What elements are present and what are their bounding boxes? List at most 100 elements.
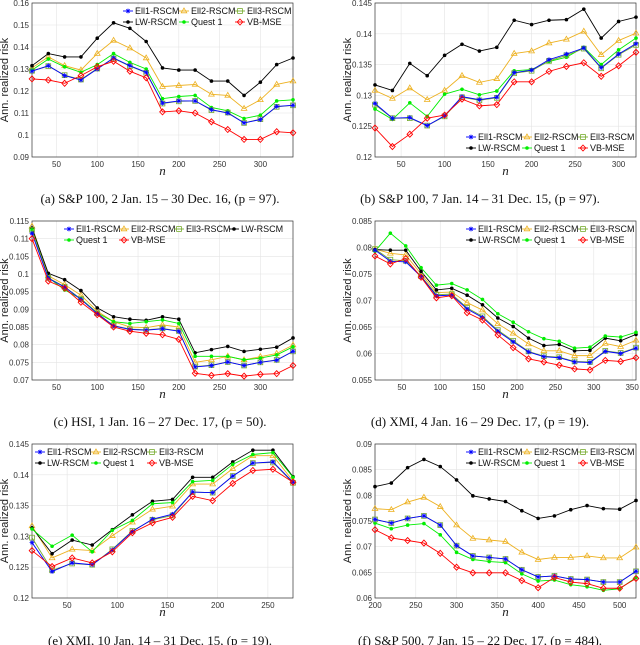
marker-diamond <box>371 252 379 260</box>
series-ell2-rscm <box>371 27 640 102</box>
marker-dot <box>225 344 230 349</box>
marker-dot <box>434 283 439 287</box>
legend-item: Ell2-RSCM <box>119 224 176 234</box>
marker-triangle <box>240 104 248 111</box>
legend-label: VB-MSE <box>590 235 625 245</box>
marker-diamond <box>571 365 579 373</box>
marker-diamond <box>229 479 237 488</box>
x-tick-label: 300 <box>450 601 464 610</box>
marker-asterisk <box>230 473 236 479</box>
legend-item: Ell2-RSCM <box>179 6 236 16</box>
marker-asterisk <box>257 117 263 122</box>
marker-asterisk <box>176 328 182 334</box>
marker-triangle <box>567 553 575 560</box>
marker-dot <box>209 79 214 83</box>
marker-triangle <box>371 86 379 93</box>
marker-triangle <box>523 133 531 140</box>
marker-dot <box>512 18 516 23</box>
axes-frame <box>31 443 294 599</box>
y-axis-label: Ann. realized risk <box>342 258 354 343</box>
marker-triangle <box>518 548 526 555</box>
series-line <box>31 226 294 363</box>
legend-label: VB-MSE <box>590 143 625 153</box>
marker-asterisk <box>225 359 231 365</box>
marker-diamond <box>289 129 297 137</box>
legend-label: Quest 1 <box>534 235 566 245</box>
series-line <box>374 248 637 357</box>
marker-diamond <box>567 578 575 586</box>
marker-diamond <box>601 356 609 365</box>
marker-asterisk <box>69 560 75 566</box>
marker-dot <box>454 550 459 555</box>
marker-asterisk <box>176 98 182 104</box>
legend-item: VB-MSE <box>578 143 625 153</box>
marker-diamond <box>402 254 410 263</box>
marker-dot <box>111 21 116 25</box>
subplot-b: 0.12 0.125 0.13 0.135 0.14 0.145 50 100 150 200 25… <box>320 0 640 215</box>
chart-svg: 0.09 0.1 0.11 0.12 0.13 0.14 0.15 0.16 50 100 150 2… <box>0 0 297 178</box>
marker-asterisk <box>29 68 35 74</box>
marker-asterisk <box>125 8 131 14</box>
marker-dot <box>390 88 395 93</box>
marker-dot <box>634 330 638 335</box>
marker-asterisk <box>486 555 492 560</box>
marker-diamond <box>175 335 183 344</box>
marker-asterisk <box>250 460 256 466</box>
series-line <box>31 449 294 555</box>
marker-dot <box>495 89 499 93</box>
marker-dot <box>601 588 606 593</box>
marker-diamond <box>208 371 215 380</box>
marker-dot <box>130 518 135 523</box>
series-line <box>374 51 637 148</box>
marker-dot <box>389 526 394 531</box>
marker-dot <box>258 80 263 84</box>
marker-asterisk <box>584 577 590 582</box>
series-vb-mse <box>28 465 297 571</box>
marker-dot <box>525 146 529 150</box>
marker-square <box>149 449 155 455</box>
marker-dot <box>38 461 42 465</box>
plot-area <box>375 3 636 157</box>
y-tick-label: 0.135 <box>9 502 30 511</box>
marker-triangle <box>632 543 640 550</box>
series-quest-1 <box>30 450 295 554</box>
marker-dot <box>503 499 508 504</box>
marker-diamond <box>256 370 264 379</box>
legend-item: Ell2-RSCM <box>91 447 148 457</box>
x-tick-label: 150 <box>481 160 495 169</box>
marker-dot <box>30 228 34 232</box>
marker-diamond <box>534 584 542 592</box>
marker-asterisk <box>477 97 482 103</box>
marker-asterisk <box>372 247 378 253</box>
marker-dot <box>62 277 67 282</box>
x-tick-label: 300 <box>254 383 268 392</box>
marker-diamond <box>61 79 69 87</box>
y-tick-label: 0.1 <box>18 270 30 279</box>
marker-asterisk <box>29 540 35 545</box>
marker-triangle <box>110 36 118 43</box>
series-line <box>31 238 294 377</box>
y-tick-label: 0.075 <box>352 270 373 279</box>
marker-dot <box>480 302 485 307</box>
x-axis-label: n <box>159 604 166 619</box>
marker-diamond <box>423 114 431 122</box>
marker-triangle <box>191 80 199 87</box>
legend-label: LW-RSCM <box>478 458 520 468</box>
marker-diamond <box>169 513 176 521</box>
legend-item: Quest 1 <box>522 235 566 245</box>
marker-dot <box>95 306 100 310</box>
marker-dot <box>258 113 263 117</box>
marker-asterisk <box>598 65 604 71</box>
legend-item: Quest 1 <box>64 235 108 245</box>
legend-label: Ell3-RSCM <box>247 6 292 16</box>
marker-diamond <box>599 584 607 592</box>
marker-dot <box>525 461 529 465</box>
series-line <box>31 39 294 110</box>
series-lw-rscm <box>373 457 638 521</box>
marker-dot <box>552 514 557 518</box>
marker-asterisk <box>616 51 621 57</box>
marker-dot <box>30 63 34 68</box>
marker-dot <box>128 26 132 31</box>
marker-triangle <box>493 74 501 81</box>
marker-diamond <box>208 118 215 126</box>
